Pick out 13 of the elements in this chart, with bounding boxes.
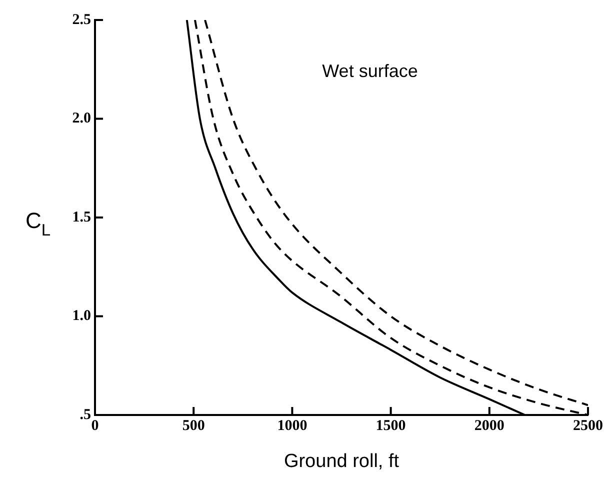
- x-tick-label: 0: [91, 418, 99, 434]
- x-axis-title: Ground roll, ft: [284, 451, 400, 472]
- y-tick-label: 1.5: [72, 209, 91, 226]
- x-tick-label: 1500: [376, 418, 406, 434]
- x-tick-label: 500: [182, 418, 205, 434]
- annotation: Wet surface: [322, 60, 418, 81]
- x-tick-label: 1000: [277, 418, 308, 434]
- y-tick-label: 2.0: [72, 110, 91, 127]
- x-tick-label: 2000: [474, 418, 504, 434]
- y-tick-label: 1.0: [72, 308, 91, 324]
- x-tick-label: 2500: [573, 418, 603, 434]
- y-tick-label: .5: [80, 406, 91, 423]
- y-tick-label: 2.5: [72, 12, 91, 28]
